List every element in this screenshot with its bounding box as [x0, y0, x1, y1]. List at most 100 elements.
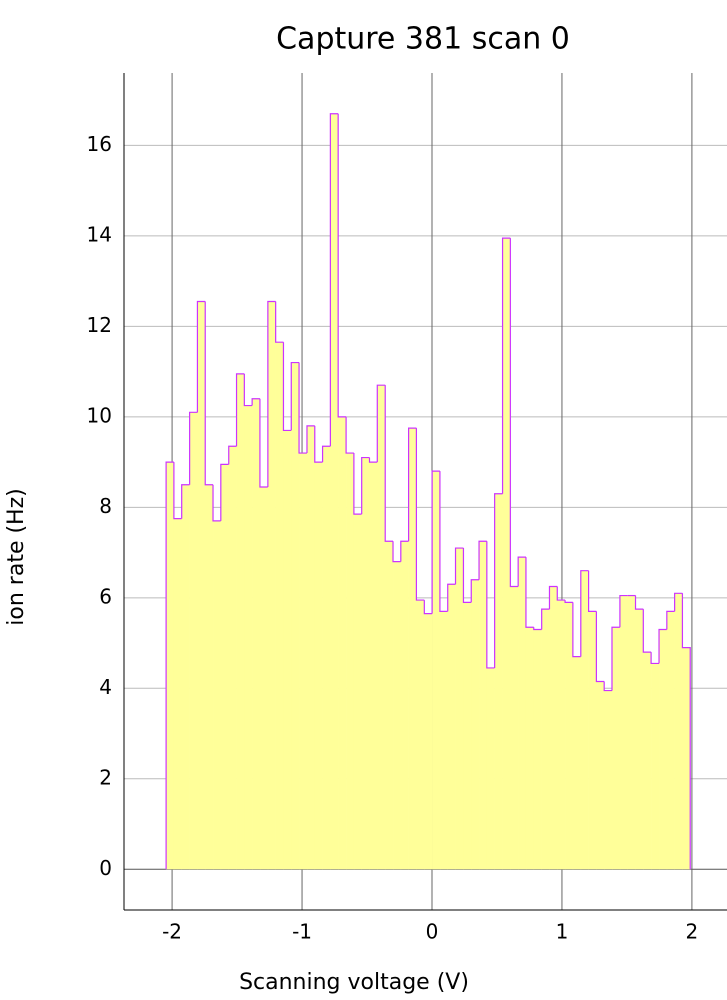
bar	[385, 541, 394, 870]
bar	[283, 430, 292, 870]
x-tick-label: -2	[162, 920, 182, 944]
y-axis-label: ion rate (Hz)	[4, 488, 29, 625]
bar	[322, 446, 331, 870]
bar	[447, 584, 456, 870]
x-tick-label: 1	[556, 920, 569, 944]
x-tick-label: 0	[426, 920, 439, 944]
bar-outline	[556, 586, 566, 601]
bar	[549, 586, 558, 870]
bar-outline	[353, 453, 362, 515]
bar	[197, 301, 206, 870]
bar	[252, 398, 261, 870]
bar-outline	[454, 547, 464, 585]
bar-outline	[368, 457, 378, 463]
y-tick-label: 8	[99, 494, 112, 518]
bar-outline	[619, 594, 628, 628]
bar	[635, 609, 644, 870]
bar-outline	[533, 627, 542, 631]
bar	[541, 609, 550, 870]
bar	[377, 385, 386, 870]
bar-outline	[572, 602, 581, 658]
bar-outline	[603, 681, 612, 692]
bar	[424, 613, 433, 870]
bar	[619, 595, 629, 870]
bar	[682, 647, 691, 870]
bar-outline	[509, 238, 519, 588]
bar-outline	[431, 470, 440, 614]
bar-outline	[548, 585, 558, 610]
bar	[346, 453, 355, 870]
bar-outline	[595, 611, 605, 683]
bar-outline	[235, 373, 245, 447]
bar-outline	[525, 557, 534, 628]
bar-outline	[275, 301, 284, 343]
bar-outline	[462, 548, 472, 603]
bar	[275, 342, 284, 870]
bar	[408, 428, 417, 870]
bar	[557, 600, 566, 870]
bar-outline	[376, 384, 386, 463]
bar-outline	[228, 445, 237, 465]
bar-outline	[196, 300, 206, 413]
bar	[369, 462, 378, 870]
bar	[353, 514, 362, 870]
bar-outline	[392, 541, 401, 563]
bar-outline	[306, 425, 315, 454]
bar-outline	[415, 428, 425, 601]
bar	[205, 484, 214, 870]
bar	[166, 462, 175, 870]
bars	[165, 113, 691, 870]
bar-outline	[337, 113, 347, 418]
bar-outline	[243, 373, 253, 407]
bar	[189, 412, 198, 870]
bar-outline	[439, 471, 448, 612]
chart-title: Capture 381 scan 0	[276, 22, 570, 57]
y-tick-label: 12	[87, 313, 112, 337]
y-tick-label: 14	[87, 222, 112, 246]
bar	[306, 425, 316, 870]
bar	[314, 462, 323, 870]
y-tick-label: 10	[87, 403, 112, 427]
bar	[580, 570, 589, 870]
bar	[486, 667, 495, 870]
bar	[432, 471, 441, 870]
bar	[400, 541, 409, 870]
bar-outline	[400, 540, 409, 562]
bar-outline	[212, 484, 221, 522]
bar	[416, 600, 425, 870]
bar-outline	[478, 540, 487, 580]
bar	[502, 238, 511, 870]
bar-outline	[361, 456, 370, 515]
bar	[510, 586, 519, 870]
bar-outline	[181, 484, 190, 519]
bar-outline	[298, 362, 307, 454]
bar-outline	[408, 427, 417, 542]
bar-outline	[220, 463, 229, 521]
bar-outline	[580, 570, 589, 657]
bar	[494, 493, 503, 870]
bar	[338, 416, 347, 870]
bar	[291, 362, 300, 870]
bar-outline	[189, 411, 198, 485]
x-tick-label: 2	[686, 920, 699, 944]
bar	[611, 627, 621, 870]
bar-outline	[666, 610, 675, 630]
bar	[455, 548, 464, 870]
bar	[572, 656, 582, 870]
bar-outline	[674, 592, 683, 612]
bar	[604, 690, 613, 870]
bar-outline	[517, 556, 526, 587]
bar	[439, 611, 449, 870]
bar	[244, 405, 253, 870]
bar	[659, 629, 668, 870]
y-tick-label: 4	[99, 675, 112, 699]
bar	[565, 602, 574, 870]
y-tick-label: 0	[99, 856, 112, 880]
bar-outline	[447, 583, 456, 612]
bar-outline	[204, 301, 214, 486]
bar-outline	[173, 462, 182, 520]
bar-outline	[650, 652, 660, 665]
bar-outline	[251, 398, 260, 406]
